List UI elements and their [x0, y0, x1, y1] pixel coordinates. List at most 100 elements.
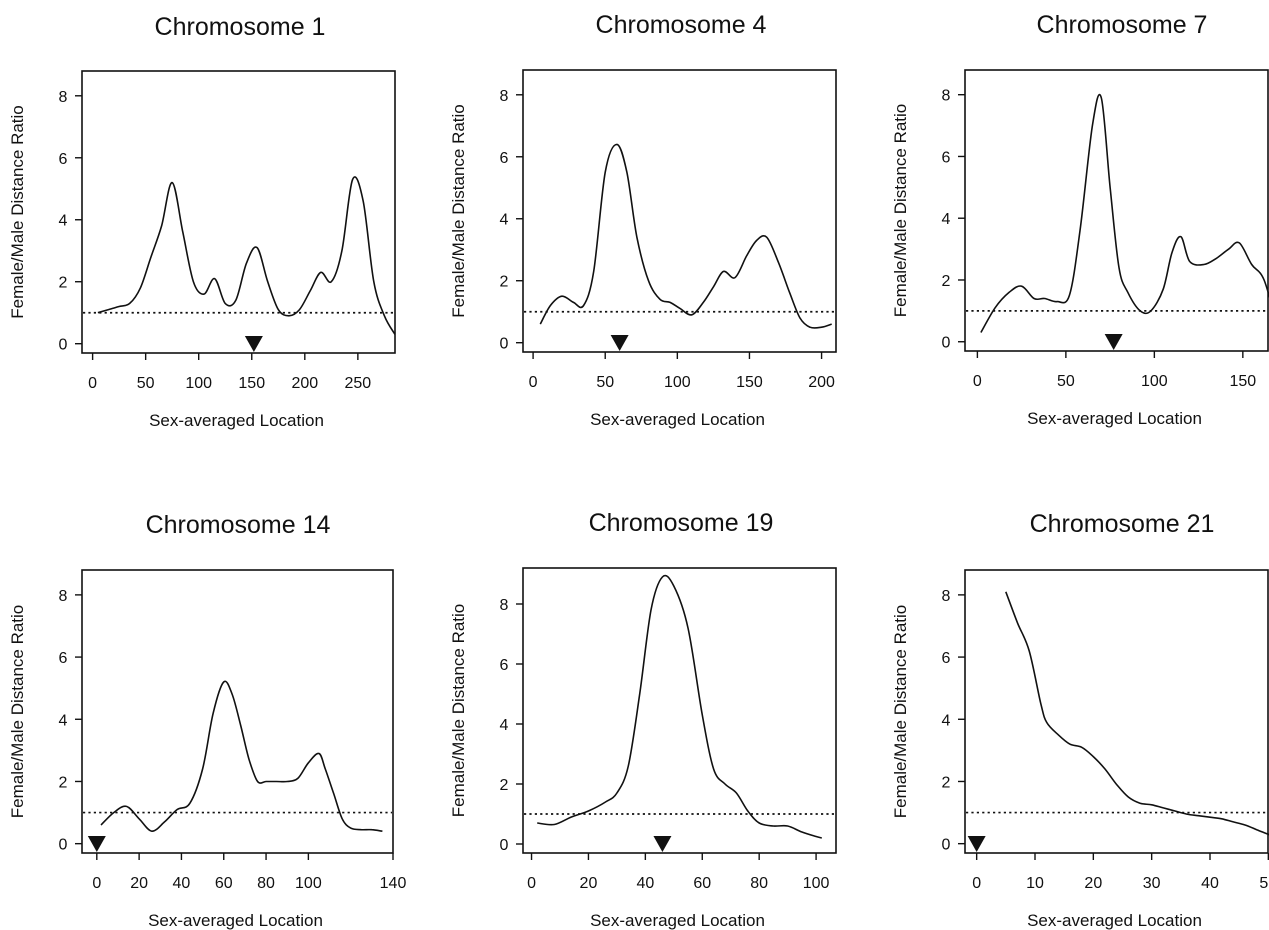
- x-tick-label: 20: [580, 875, 598, 892]
- y-tick-label: 0: [59, 837, 68, 854]
- y-tick-label: 6: [942, 149, 951, 166]
- x-axis-label: Sex-averaged Location: [590, 911, 765, 930]
- x-tick-label: 100: [664, 374, 691, 391]
- series-line: [100, 680, 383, 832]
- plot-frame: [964, 69, 1269, 352]
- chart-title: Chromosome 19: [589, 509, 774, 537]
- chart-title: Chromosome 1: [155, 13, 326, 41]
- y-tick-label: 6: [59, 650, 68, 667]
- y-tick-label: 6: [500, 150, 509, 167]
- y-tick-label: 6: [59, 151, 68, 168]
- x-tick-label: 0: [972, 875, 981, 892]
- y-axis-label: Female/Male Distance Ratio: [891, 605, 910, 819]
- y-tick-label: 2: [59, 774, 68, 791]
- x-tick-label: 60: [693, 875, 711, 892]
- y-tick-label: 2: [500, 274, 509, 291]
- y-tick-label: 6: [942, 650, 951, 667]
- chart-title: Chromosome 4: [596, 11, 767, 39]
- marker-triangle: [653, 836, 672, 852]
- y-tick-label: 0: [500, 336, 509, 353]
- x-tick-label: 100: [295, 875, 322, 892]
- x-axis-label: Sex-averaged Location: [590, 410, 765, 429]
- x-tick-label: 140: [380, 875, 407, 892]
- x-tick-label: 0: [92, 875, 101, 892]
- chart-title: Chromosome 7: [1037, 11, 1208, 39]
- chart-panel-6: Chromosome 21 0 2 4 6 8 0 10 20 30 40 50 Sex-average…: [891, 510, 1269, 930]
- chart-panel-2: Chromosome 4 0 2 4 6 8 0 50 100 150 200 Sex-average…: [449, 11, 837, 429]
- y-tick-label: 4: [500, 717, 509, 734]
- y-tick-label: 6: [500, 657, 509, 674]
- x-tick-label: 150: [1229, 373, 1256, 390]
- y-tick-label: 8: [942, 588, 951, 605]
- y-tick-label: 0: [59, 337, 68, 354]
- y-tick-label: 4: [59, 712, 68, 729]
- marker-triangle: [244, 336, 263, 352]
- plot-frame: [964, 569, 1269, 854]
- marker-triangle: [1104, 334, 1123, 350]
- x-tick-label: 20: [130, 875, 148, 892]
- x-axis-label: Sex-averaged Location: [149, 411, 324, 430]
- y-tick-label: 8: [500, 597, 509, 614]
- x-tick-label: 50: [596, 374, 614, 391]
- x-tick-label: 200: [291, 375, 318, 392]
- y-tick-label: 4: [942, 712, 951, 729]
- marker-triangle: [610, 335, 629, 351]
- plot-frame: [81, 70, 396, 354]
- x-tick-label: 60: [215, 875, 233, 892]
- marker-triangle: [87, 836, 106, 852]
- x-tick-label: 100: [1141, 373, 1168, 390]
- x-tick-label: 200: [808, 374, 835, 391]
- y-tick-label: 4: [59, 213, 68, 230]
- series-line: [980, 93, 1269, 333]
- plot-frame: [81, 569, 394, 854]
- x-tick-label: 0: [527, 875, 536, 892]
- y-tick-label: 2: [942, 273, 951, 290]
- x-tick-label: 0: [529, 374, 538, 391]
- x-tick-label: 100: [185, 375, 212, 392]
- chart-panel-3: Chromosome 7 0 2 4 6 8 0 50 100 150 Sex-averaged L…: [891, 11, 1269, 428]
- y-axis-label: Female/Male Distance Ratio: [891, 104, 910, 318]
- marker-triangle: [967, 836, 986, 852]
- plot-frame: [522, 567, 837, 854]
- y-tick-label: 2: [59, 275, 68, 292]
- series-line: [1005, 591, 1269, 836]
- x-axis-label: Sex-averaged Location: [1027, 409, 1202, 428]
- series-line: [97, 176, 396, 335]
- x-tick-label: 150: [736, 374, 763, 391]
- y-tick-label: 0: [942, 335, 951, 352]
- x-tick-label: 30: [1143, 875, 1161, 892]
- y-axis-label: Female/Male Distance Ratio: [8, 605, 27, 819]
- y-tick-label: 0: [500, 837, 509, 854]
- y-tick-label: 4: [942, 211, 951, 228]
- y-axis-label: Female/Male Distance Ratio: [449, 604, 468, 818]
- chart-panel-1: Chromosome 1 0 2 4 6 8 0 50 100 150 200 250 Sex-aver…: [8, 13, 396, 430]
- y-tick-label: 0: [942, 837, 951, 854]
- chart-title: Chromosome 21: [1030, 510, 1215, 538]
- y-tick-label: 8: [942, 88, 951, 105]
- x-tick-label: 40: [1201, 875, 1219, 892]
- x-tick-label: 80: [257, 875, 275, 892]
- y-tick-label: 8: [500, 88, 509, 105]
- x-tick-label: 0: [88, 375, 97, 392]
- x-tick-label: 40: [636, 875, 654, 892]
- x-tick-label: 0: [973, 373, 982, 390]
- y-axis-label: Female/Male Distance Ratio: [449, 104, 468, 318]
- x-axis-label: Sex-averaged Location: [148, 911, 323, 930]
- y-tick-label: 4: [500, 212, 509, 229]
- series-line: [539, 143, 832, 329]
- series-line: [537, 574, 822, 839]
- x-tick-label: 50: [137, 375, 155, 392]
- x-tick-label: 80: [750, 875, 768, 892]
- plot-frame: [522, 69, 837, 353]
- y-tick-label: 2: [942, 774, 951, 791]
- x-tick-label: 250: [345, 375, 372, 392]
- y-tick-label: 2: [500, 777, 509, 794]
- x-tick-label: 20: [1084, 875, 1102, 892]
- y-axis-label: Female/Male Distance Ratio: [8, 105, 27, 319]
- x-tick-label: 40: [173, 875, 191, 892]
- y-tick-label: 8: [59, 89, 68, 106]
- x-tick-label: 50: [1259, 875, 1269, 892]
